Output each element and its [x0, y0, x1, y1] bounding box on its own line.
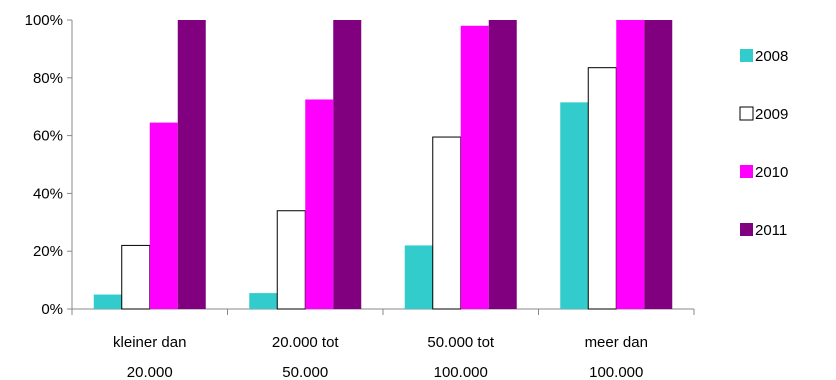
legend: 2008 2009 2010 2011: [739, 48, 788, 239]
bar-2010-2: [460, 25, 489, 310]
legend-label-2010: 2010: [755, 164, 788, 181]
bar-2008-0: [93, 294, 122, 309]
bar-2011-3: [644, 20, 673, 309]
legend-label-2008: 2008: [755, 48, 788, 65]
bar-2010-1: [305, 99, 334, 309]
bar-2008-1: [249, 293, 278, 309]
y-tick-label: 20%: [33, 243, 63, 260]
bar-2008-2: [404, 245, 433, 309]
bars: [93, 20, 673, 310]
bar-2009-2: [432, 136, 462, 310]
x-category-label: 100.000: [589, 364, 643, 380]
x-axis: kleiner dan 20.000 20.000 tot 50.000 50.000 …: [71, 308, 695, 380]
x-category-label: 20.000: [127, 364, 173, 380]
y-axis: 0% 20% 40% 60% 80% 100%: [25, 12, 73, 318]
x-category-label: meer dan: [585, 334, 648, 351]
y-tick-label: 40%: [33, 185, 63, 202]
legend-label-2011: 2011: [755, 222, 787, 239]
y-tick-label: 80%: [33, 70, 63, 87]
bar-2009-3: [587, 67, 617, 310]
bar-2009-0: [121, 244, 151, 310]
bar-2008-3: [560, 102, 589, 310]
legend-swatch-2011: [740, 223, 753, 236]
bar-2010-0: [149, 122, 178, 309]
bar-2010-3: [616, 20, 645, 309]
x-category-label: 20.000 tot: [272, 334, 340, 351]
x-category-label: 100.000: [434, 364, 488, 380]
y-tick-label: 100%: [25, 12, 63, 29]
y-tick-label: 60%: [33, 128, 63, 145]
x-category-label: 50.000: [282, 364, 328, 380]
x-category-label: kleiner dan: [113, 334, 186, 351]
x-category-label: 50.000 tot: [427, 334, 495, 351]
legend-swatch-2009: [739, 106, 754, 121]
legend-label-2009: 2009: [755, 106, 788, 123]
bar-2009-1: [276, 210, 306, 310]
legend-swatch-2010: [740, 165, 753, 178]
legend-swatch-2008: [740, 49, 753, 62]
bar-2011-2: [488, 20, 517, 309]
bar-2011-0: [177, 20, 206, 309]
bar-2011-1: [333, 20, 362, 309]
y-tick-label: 0%: [41, 301, 63, 318]
